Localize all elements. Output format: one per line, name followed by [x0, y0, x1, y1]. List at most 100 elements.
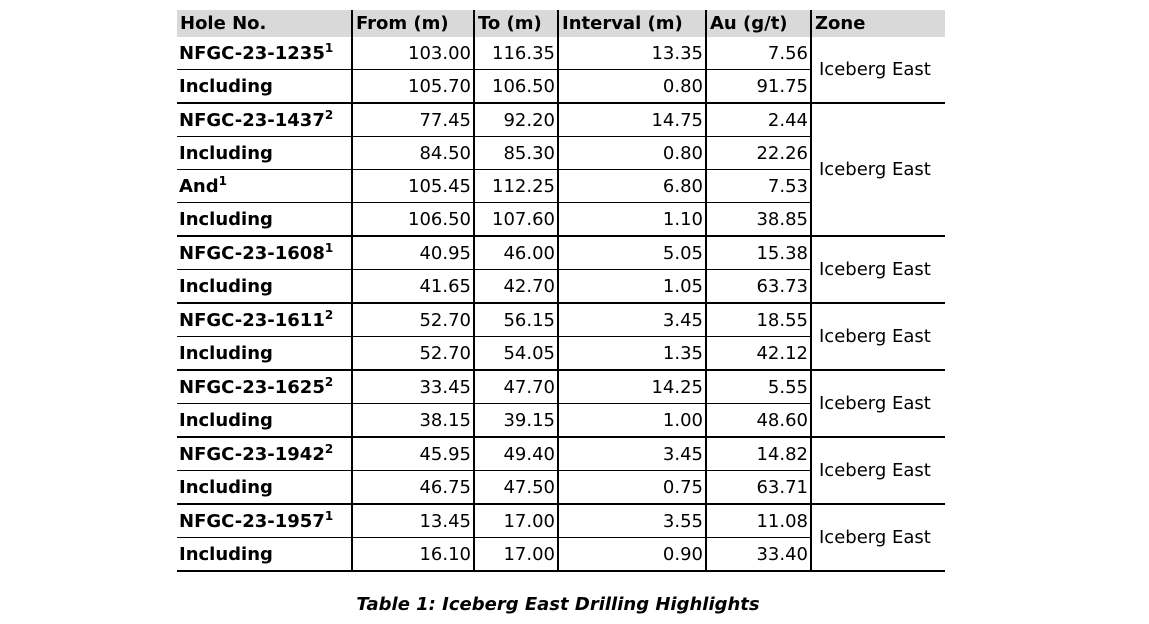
from-cell: 46.75 — [351, 470, 474, 505]
interval-cell: 0.75 — [557, 470, 706, 505]
header-interval: Interval (m) — [557, 10, 706, 37]
hole-cell: NFGC-23-16081 — [177, 236, 352, 270]
from-cell: 40.95 — [351, 236, 474, 270]
to-cell: 49.40 — [473, 437, 558, 471]
footnote-marker: 1 — [324, 40, 334, 55]
hole-label: Including — [179, 543, 273, 565]
hole-cell: NFGC-23-19422 — [177, 437, 352, 471]
table-row: Including 106.50 107.60 1.10 38.85 — [177, 202, 945, 237]
interval-cell: 3.45 — [557, 303, 706, 337]
hole-label: Including — [179, 208, 273, 230]
au-cell: 22.26 — [705, 136, 811, 170]
au-cell: 63.71 — [705, 470, 811, 505]
to-cell: 42.70 — [473, 269, 558, 304]
from-cell: 33.45 — [351, 370, 474, 404]
table-row: NFGC-23-16112 52.70 56.15 3.45 18.55 Iceberg … — [177, 303, 945, 371]
hole-cell: NFGC-23-12351 — [177, 37, 352, 70]
au-cell: 5.55 — [705, 370, 811, 404]
from-cell: 41.65 — [351, 269, 474, 304]
table-row: Including 41.65 42.70 1.05 63.73 — [177, 269, 945, 304]
zone-cell: Iceberg East — [810, 504, 945, 572]
hole-label: NFGC-23-1611 — [179, 309, 325, 331]
hole-label: Including — [179, 75, 273, 97]
hole-cell: Including — [177, 69, 352, 104]
table-row: And1 105.45 112.25 6.80 7.53 — [177, 169, 945, 203]
header-row: Hole No. From (m) To (m) Interval (m) Au… — [177, 10, 945, 37]
hole-label: Including — [179, 275, 273, 297]
hole-cell: Including — [177, 202, 352, 237]
au-cell: 91.75 — [705, 69, 811, 104]
header-to: To (m) — [473, 10, 558, 37]
header-from: From (m) — [351, 10, 474, 37]
from-cell: 105.45 — [351, 169, 474, 203]
table-caption: Table 1: Iceberg East Drilling Highlight… — [356, 594, 760, 615]
interval-cell: 1.35 — [557, 336, 706, 371]
au-cell: 38.85 — [705, 202, 811, 237]
to-cell: 56.15 — [473, 303, 558, 337]
interval-cell: 14.75 — [557, 103, 706, 137]
table-row: Including 16.10 17.00 0.90 33.40 — [177, 537, 945, 572]
from-cell: 103.00 — [351, 37, 474, 70]
hole-label: Including — [179, 409, 273, 431]
from-cell: 52.70 — [351, 336, 474, 371]
zone-cell: Iceberg East — [810, 236, 945, 304]
au-cell: 14.82 — [705, 437, 811, 471]
interval-cell: 1.10 — [557, 202, 706, 237]
to-cell: 17.00 — [473, 537, 558, 572]
interval-cell: 0.90 — [557, 537, 706, 572]
hole-label: And — [179, 175, 219, 197]
hole-label: NFGC-23-1235 — [179, 42, 325, 64]
from-cell: 105.70 — [351, 69, 474, 104]
au-cell: 11.08 — [705, 504, 811, 538]
from-cell: 106.50 — [351, 202, 474, 237]
table-row: NFGC-23-16081 40.95 46.00 5.05 15.38 Iceberg … — [177, 236, 945, 304]
to-cell: 47.70 — [473, 370, 558, 404]
header-au: Au (g/t) — [705, 10, 811, 37]
hole-label: NFGC-23-1957 — [179, 510, 325, 532]
hole-cell: NFGC-23-16252 — [177, 370, 352, 404]
hole-label: Including — [179, 142, 273, 164]
header-hole-no: Hole No. — [177, 10, 352, 37]
footnote-marker: 2 — [324, 107, 334, 122]
to-cell: 85.30 — [473, 136, 558, 170]
au-cell: 18.55 — [705, 303, 811, 337]
hole-label: Including — [179, 342, 273, 364]
au-cell: 63.73 — [705, 269, 811, 304]
au-cell: 15.38 — [705, 236, 811, 270]
table-row: NFGC-23-16252 33.45 47.70 14.25 5.55 Iceberg … — [177, 370, 945, 438]
table-row: Including 52.70 54.05 1.35 42.12 — [177, 336, 945, 371]
hole-cell: NFGC-23-16112 — [177, 303, 352, 337]
zone-cell: Iceberg East — [810, 103, 945, 237]
footnote-marker: 2 — [324, 441, 334, 456]
hole-cell: Including — [177, 269, 352, 304]
interval-cell: 1.00 — [557, 403, 706, 438]
interval-cell: 13.35 — [557, 37, 706, 70]
zone-cell: Iceberg East — [810, 437, 945, 505]
table-row: Including 84.50 85.30 0.80 22.26 — [177, 136, 945, 170]
to-cell: 92.20 — [473, 103, 558, 137]
hole-cell: Including — [177, 136, 352, 170]
hole-cell: NFGC-23-14372 — [177, 103, 352, 137]
table-row: Including 38.15 39.15 1.00 48.60 — [177, 403, 945, 438]
table-row: NFGC-23-19571 13.45 17.00 3.55 11.08 Iceberg … — [177, 504, 945, 572]
to-cell: 54.05 — [473, 336, 558, 371]
hole-label: NFGC-23-1608 — [179, 242, 325, 264]
table-row: Including 46.75 47.50 0.75 63.71 — [177, 470, 945, 505]
to-cell: 112.25 — [473, 169, 558, 203]
au-cell: 7.56 — [705, 37, 811, 70]
au-cell: 7.53 — [705, 169, 811, 203]
hole-label: NFGC-23-1942 — [179, 443, 325, 465]
hole-cell: And1 — [177, 169, 352, 203]
to-cell: 106.50 — [473, 69, 558, 104]
from-cell: 84.50 — [351, 136, 474, 170]
au-cell: 48.60 — [705, 403, 811, 438]
interval-cell: 0.80 — [557, 136, 706, 170]
from-cell: 38.15 — [351, 403, 474, 438]
to-cell: 39.15 — [473, 403, 558, 438]
to-cell: 47.50 — [473, 470, 558, 505]
hole-label: Including — [179, 476, 273, 498]
interval-cell: 1.05 — [557, 269, 706, 304]
hole-cell: Including — [177, 336, 352, 371]
table-row: NFGC-23-19422 45.95 49.40 3.45 14.82 Iceberg … — [177, 437, 945, 505]
to-cell: 46.00 — [473, 236, 558, 270]
